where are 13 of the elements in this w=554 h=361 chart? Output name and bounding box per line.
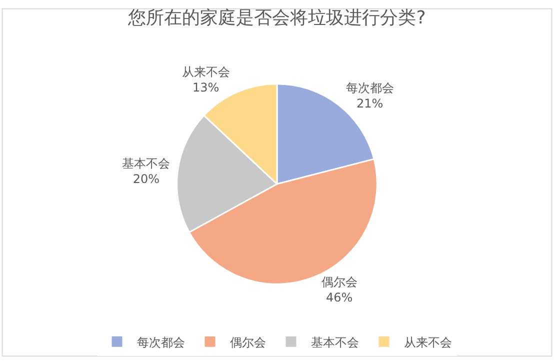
slice-label: 每次都会 xyxy=(346,80,394,95)
data-label: 21% xyxy=(356,96,384,110)
data-label: 13% xyxy=(192,80,220,94)
slice-label: 偶尔会 xyxy=(321,275,358,290)
data-label: 46% xyxy=(326,290,353,305)
chart-title: 您所在的家庭是否会将垃圾进行分类? xyxy=(127,7,426,28)
legend-label: 偶尔会 xyxy=(230,335,266,350)
slice-label: 基本不会 xyxy=(122,156,170,170)
legend-label: 每次都会 xyxy=(137,335,185,350)
slice-label: 从来不会 xyxy=(182,64,230,79)
legend-label: 从来不会 xyxy=(404,335,452,350)
data-label: 20% xyxy=(132,172,160,186)
legend-label: 基本不会 xyxy=(311,335,359,350)
